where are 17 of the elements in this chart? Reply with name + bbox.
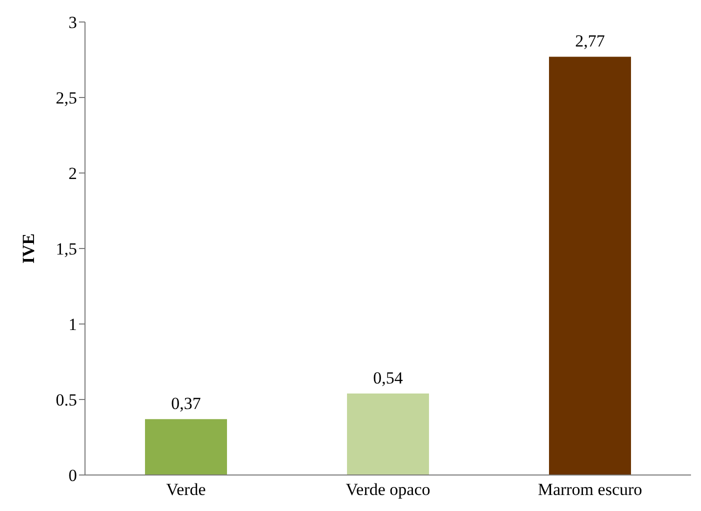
y-tick-label: 0 — [68, 466, 77, 486]
x-tick-label: Verde opaco — [346, 480, 430, 500]
y-tick-label: 1,5 — [56, 240, 77, 259]
y-tick-label: 1 — [68, 315, 77, 334]
y-tick-label: 2 — [68, 164, 77, 184]
bar — [549, 56, 631, 475]
y-tick-label: 2,5 — [56, 88, 77, 108]
y-tick-label: 0.5 — [56, 390, 77, 410]
data-label: 2,77 — [575, 32, 606, 51]
y-axis-title: IVE — [19, 233, 38, 264]
bar — [145, 419, 227, 475]
bar — [347, 393, 429, 475]
x-tick-label: Verde — [166, 480, 206, 500]
y-tick-label: 3 — [68, 13, 77, 32]
data-label: 0,54 — [373, 368, 404, 388]
data-label: 0,37 — [171, 394, 202, 414]
x-tick-label: Marrom escuro — [538, 480, 642, 500]
